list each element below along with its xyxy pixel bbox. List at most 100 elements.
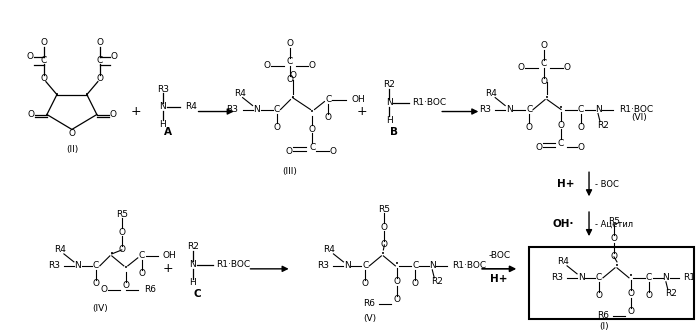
Text: •: • [629, 273, 633, 279]
Text: O: O [118, 245, 126, 254]
Text: R2: R2 [597, 121, 609, 130]
Text: O: O [110, 52, 117, 61]
Text: N: N [75, 261, 81, 270]
Text: R4: R4 [557, 257, 569, 266]
Text: OH: OH [163, 251, 177, 260]
Text: O: O [96, 74, 103, 83]
Text: R4: R4 [54, 245, 66, 254]
Text: O: O [309, 61, 316, 70]
Text: •: • [615, 263, 619, 269]
Text: O: O [558, 121, 565, 130]
Text: OH: OH [351, 95, 365, 104]
Text: •: • [311, 109, 315, 115]
Text: O: O [110, 110, 117, 119]
Text: N: N [253, 105, 260, 114]
Text: O: O [118, 227, 126, 236]
Text: O: O [289, 71, 296, 80]
Text: N: N [159, 102, 166, 111]
Text: O: O [68, 129, 75, 138]
Text: •: • [381, 251, 385, 257]
Text: O: O [40, 74, 47, 83]
Text: +: + [163, 262, 173, 275]
Text: O: O [611, 252, 618, 261]
Text: N: N [595, 105, 602, 114]
Text: O: O [394, 295, 401, 304]
Text: (I): (I) [599, 322, 609, 331]
Text: R3: R3 [480, 105, 491, 114]
Text: N: N [662, 273, 669, 282]
Text: O: O [577, 143, 584, 152]
Text: N: N [578, 273, 584, 282]
Text: O: O [286, 39, 293, 48]
Text: N: N [189, 260, 196, 269]
Text: C: C [413, 261, 418, 270]
Text: O: O [325, 113, 332, 122]
Text: C: C [325, 95, 332, 104]
Text: R3: R3 [157, 85, 169, 94]
Text: R4: R4 [323, 245, 336, 254]
Text: O: O [92, 279, 99, 288]
Text: (III): (III) [282, 167, 297, 176]
Text: O: O [611, 234, 618, 243]
Text: R1·BOC: R1·BOC [413, 98, 447, 107]
Text: R5: R5 [116, 209, 128, 218]
Text: •: • [395, 261, 399, 267]
Text: B: B [390, 127, 399, 137]
Text: O: O [412, 279, 419, 288]
Text: O: O [595, 291, 602, 300]
Text: (II): (II) [66, 145, 78, 154]
Text: H+: H+ [491, 274, 508, 284]
Text: C: C [578, 105, 584, 114]
Text: (IV): (IV) [92, 304, 107, 313]
Text: R2: R2 [383, 80, 395, 89]
Text: O: O [101, 285, 107, 294]
Text: C: C [194, 289, 202, 299]
Text: O: O [263, 61, 270, 70]
Text: •: • [55, 92, 59, 98]
Text: R6: R6 [144, 285, 156, 294]
Text: •: • [110, 251, 114, 257]
Text: C: C [526, 105, 533, 114]
Text: R2: R2 [665, 289, 677, 298]
Text: O: O [628, 289, 634, 298]
Text: R4: R4 [234, 89, 246, 98]
Text: O: O [541, 41, 548, 50]
Text: C: C [97, 56, 103, 65]
Text: R3: R3 [551, 273, 563, 282]
Text: R3: R3 [227, 105, 239, 114]
Text: A: A [164, 127, 172, 137]
Text: -BOC: -BOC [488, 251, 510, 260]
Text: R1·BOC: R1·BOC [216, 260, 250, 269]
Text: O: O [27, 52, 34, 61]
Text: C: C [541, 59, 547, 68]
Text: O: O [518, 63, 525, 72]
Text: O: O [577, 123, 584, 132]
Text: R4: R4 [185, 102, 197, 111]
Text: - Ацетил: - Ацетил [595, 219, 633, 228]
Text: •: • [124, 265, 128, 271]
Text: R1·BOC: R1·BOC [452, 261, 487, 270]
Text: C: C [646, 273, 652, 282]
Text: (VI): (VI) [631, 113, 647, 122]
Text: O: O [330, 147, 337, 156]
Text: R1: R1 [683, 273, 695, 282]
Text: +: + [357, 105, 368, 118]
Text: - BOC: - BOC [595, 180, 619, 189]
Text: O: O [563, 63, 570, 72]
Text: O: O [96, 38, 103, 47]
Text: H+: H+ [556, 179, 574, 189]
Text: R6: R6 [597, 311, 609, 320]
Text: N: N [386, 98, 393, 107]
Text: O: O [362, 279, 369, 288]
Text: R3: R3 [318, 261, 329, 270]
Text: R6: R6 [364, 299, 376, 308]
Text: O: O [138, 269, 145, 278]
Text: C: C [362, 261, 369, 270]
Text: C: C [40, 56, 47, 65]
Text: •: • [545, 95, 549, 101]
Text: O: O [646, 291, 653, 300]
Text: C: C [93, 261, 99, 270]
Text: R5: R5 [378, 205, 390, 213]
Text: R2: R2 [431, 277, 443, 286]
Text: O: O [40, 38, 47, 47]
